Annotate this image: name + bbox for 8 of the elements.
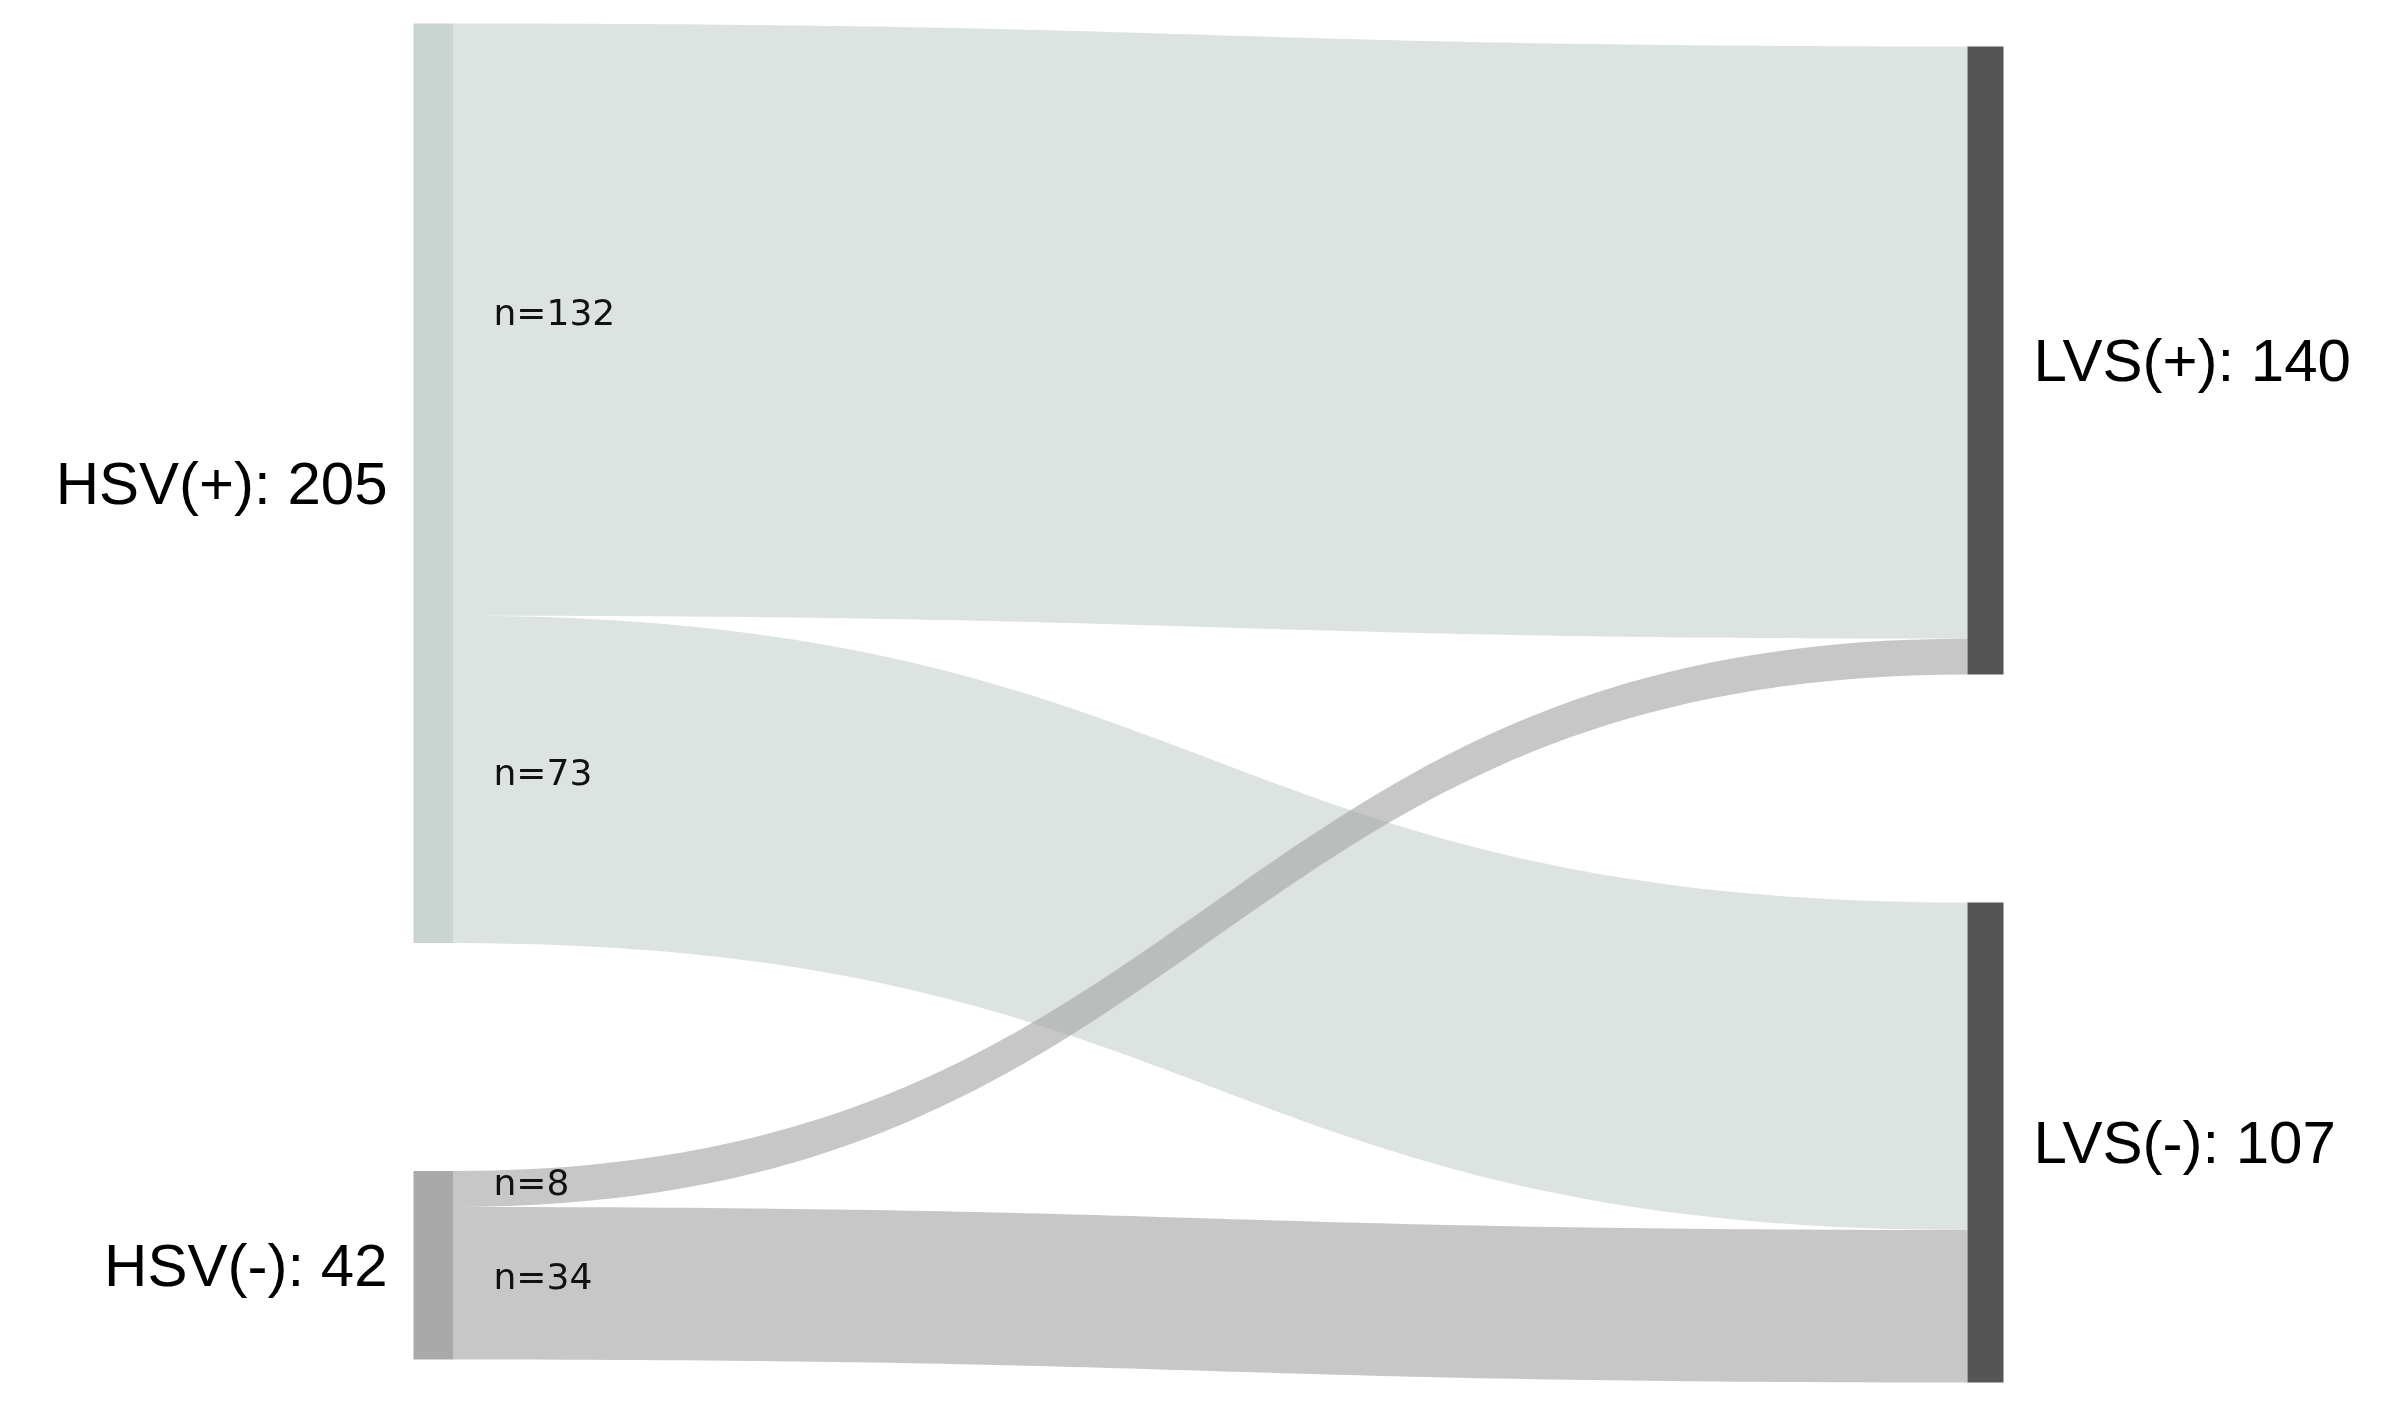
data-label: n=73 [493,751,593,793]
data-label: n=132 [493,292,616,334]
series-label: LVS(+): 140 [2033,327,2351,395]
data-label: n=8 [493,1161,570,1203]
series-label: LVS(-): 107 [2033,1109,2336,1177]
data-label: n=34 [493,1255,593,1297]
category-label: HSV(+): 205 [55,449,388,517]
category-label: HSV(-): 42 [104,1231,388,1299]
